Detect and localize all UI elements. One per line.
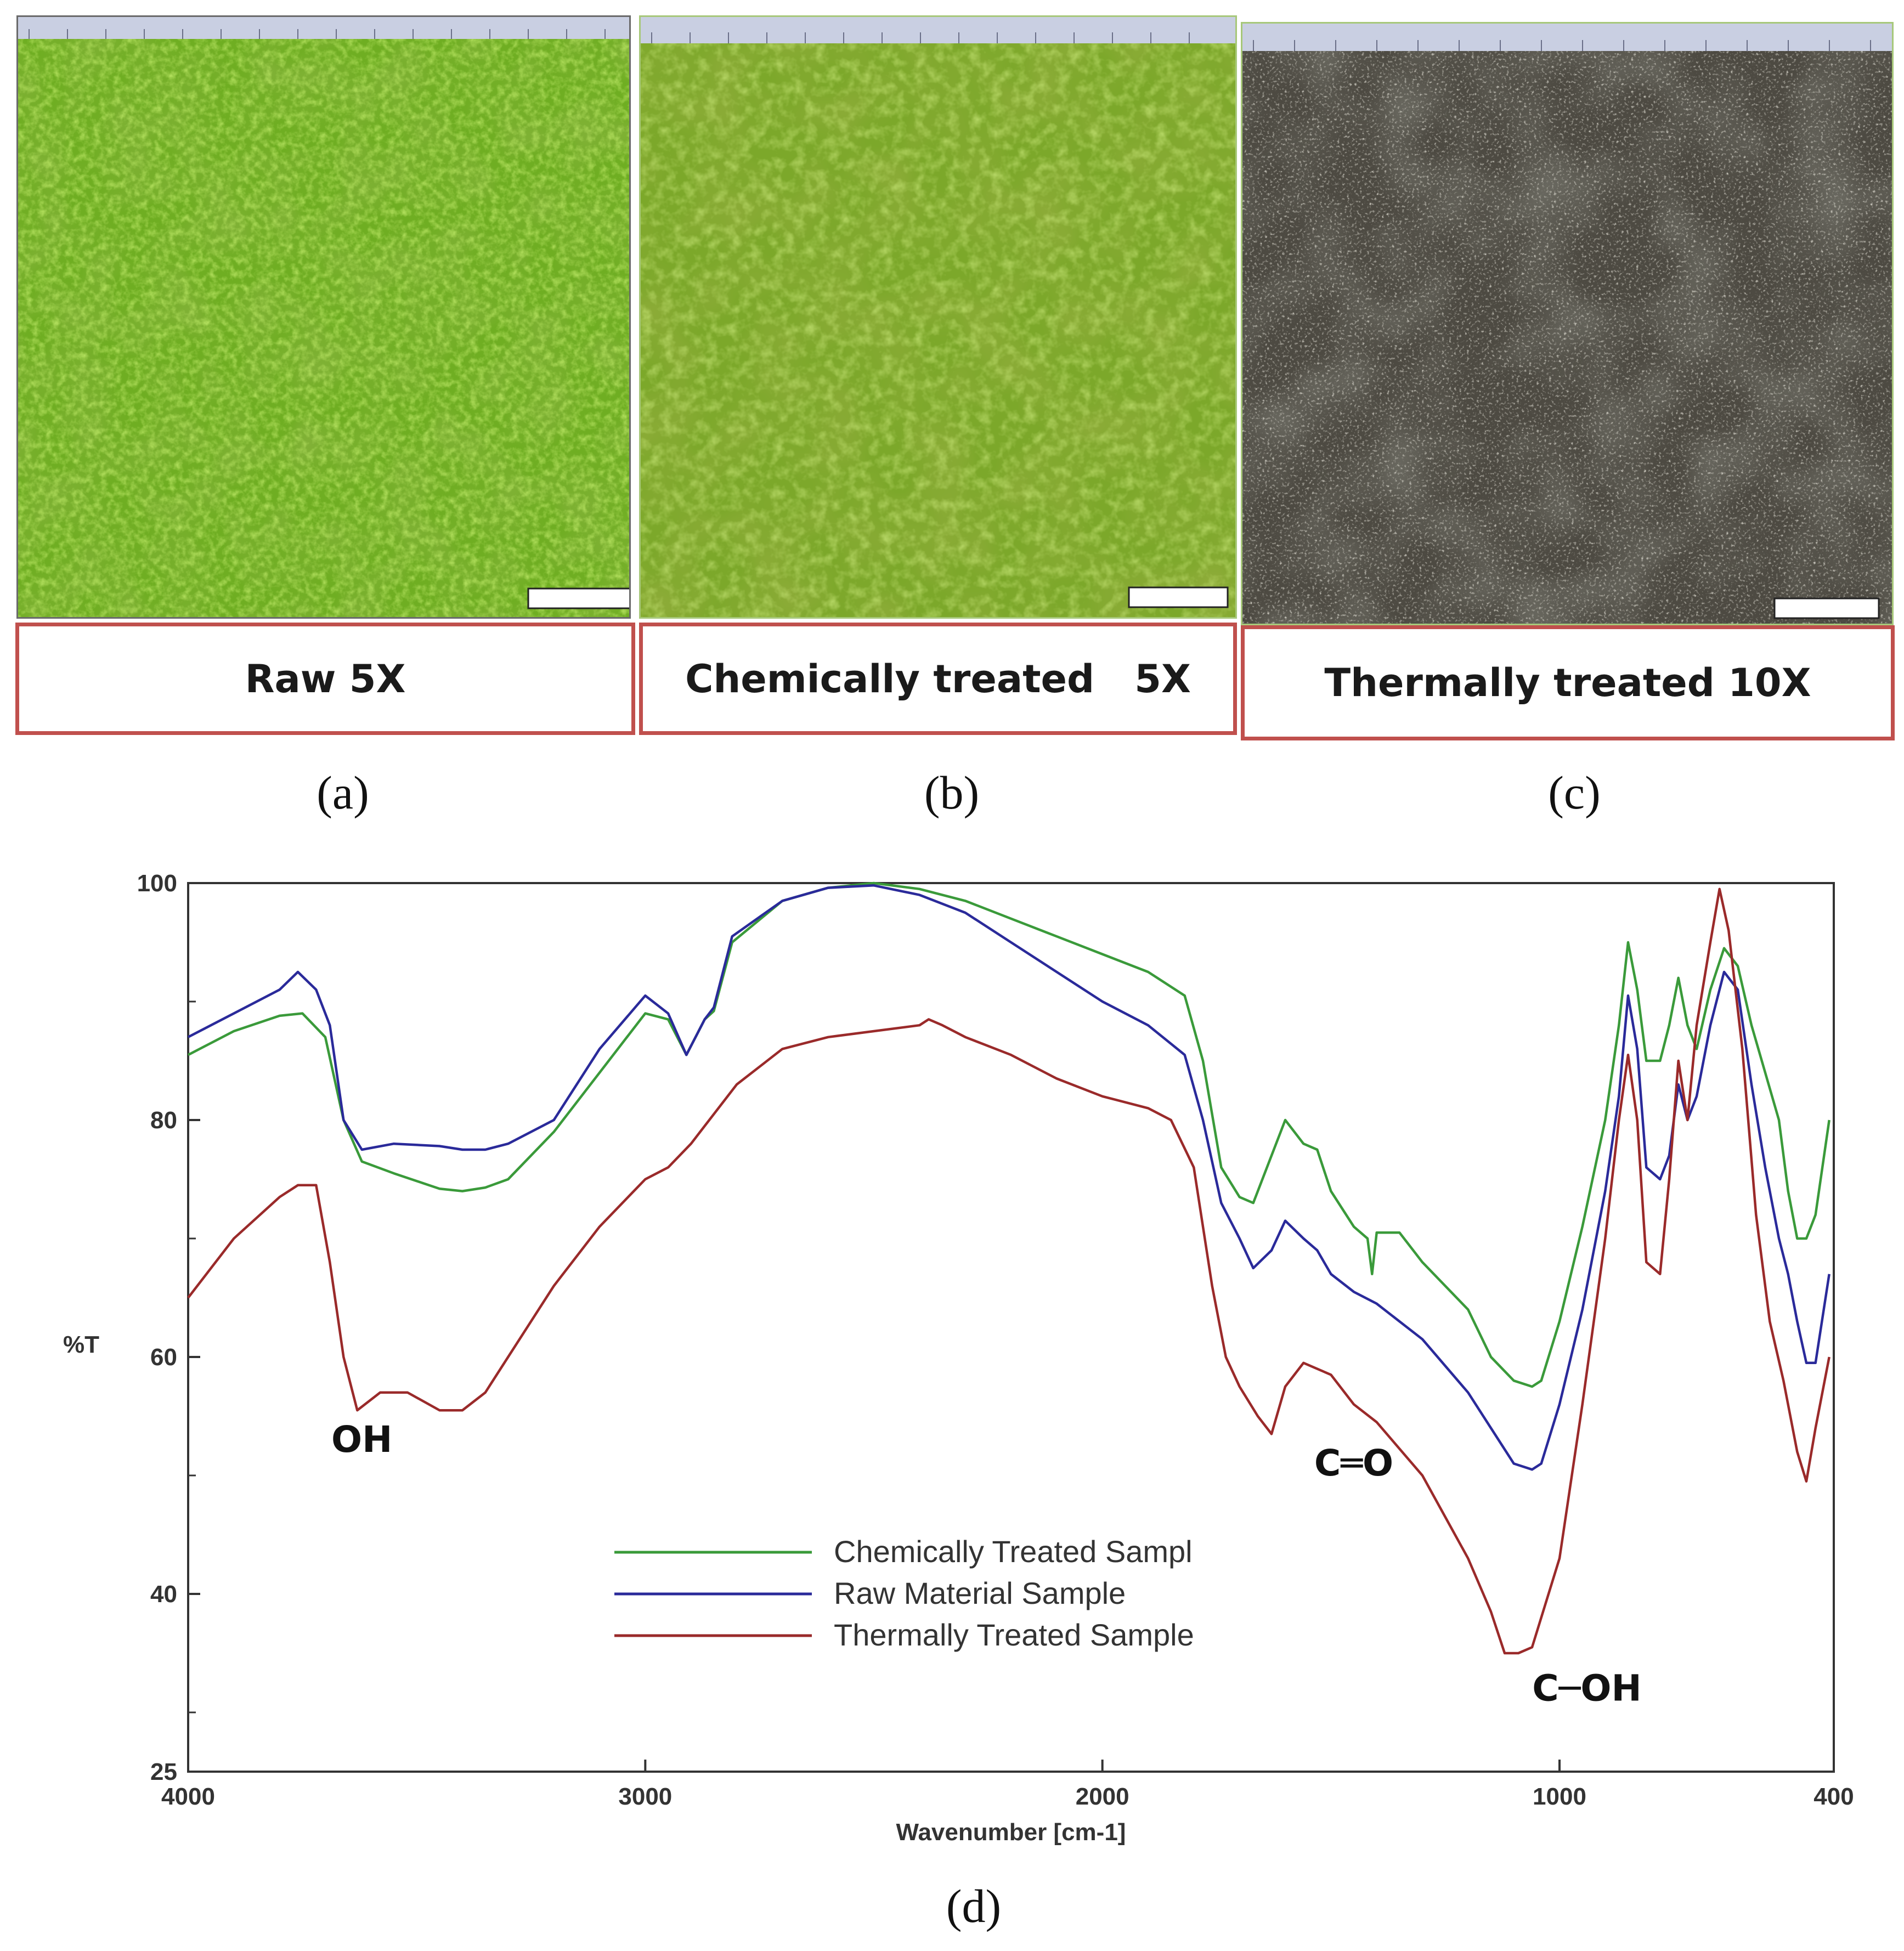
series-line-2 <box>187 884 1830 1471</box>
x-tick-label: 400 <box>1813 1783 1854 1810</box>
x-tick-label: 4000 <box>161 1783 215 1810</box>
series-line-1 <box>187 881 1830 1388</box>
micrograph-chemically-treated <box>639 15 1237 619</box>
y-tick-label: 25 <box>150 1758 177 1785</box>
micrograph-raw <box>16 15 631 619</box>
y-tick-label: 80 <box>150 1107 177 1134</box>
series-line-3 <box>187 887 1830 1655</box>
sublabel-a: (a) <box>317 766 369 819</box>
x-tick-label: 3000 <box>618 1783 672 1810</box>
caption-raw: Raw 5X <box>15 623 635 735</box>
sublabel-b: (b) <box>924 766 980 819</box>
sublabel-d: (d) <box>946 1880 1002 1932</box>
ftir-chart: 100 80 60 40 25 4000 3000 2000 1000 400 OH C═O C─O… <box>63 870 1854 1846</box>
y-axis-title: %T <box>63 1331 99 1358</box>
caption-thermally-treated: Thermally treated 10X <box>1241 625 1895 740</box>
x-tick-label: 2000 <box>1076 1783 1129 1810</box>
y-tick-label: 100 <box>137 870 177 897</box>
micrograph-thermally-treated <box>1241 22 1894 625</box>
annotation-label: C─OH <box>1532 1667 1642 1709</box>
y-tick-label: 60 <box>150 1344 177 1371</box>
sublabel-c: (c) <box>1548 766 1601 819</box>
x-tick-label: 1000 <box>1533 1783 1586 1810</box>
legend-label-1: Chemically Treated Sampl <box>834 1534 1193 1569</box>
legend-label-2: Raw Material Sample <box>834 1576 1126 1610</box>
plot-frame <box>187 882 1835 1773</box>
annotation-label: OH <box>331 1418 392 1461</box>
legend-label-3: Thermally Treated Sample <box>834 1618 1194 1652</box>
caption-chemically-treated: Chemically treated 5X <box>639 623 1237 735</box>
y-tick-label: 40 <box>150 1581 177 1608</box>
annotation-label: C═O <box>1314 1442 1393 1484</box>
x-axis-title: Wavenumber [cm-1] <box>896 1819 1126 1846</box>
